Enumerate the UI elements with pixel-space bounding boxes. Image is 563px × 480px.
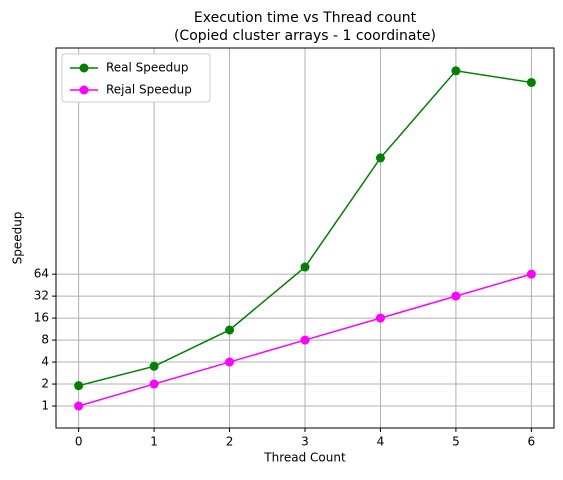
y-tick-label: 64: [34, 267, 49, 281]
marker: [225, 357, 235, 367]
x-tick-label: 1: [150, 435, 158, 449]
marker: [526, 77, 536, 87]
y-tick-label: 1: [41, 399, 49, 413]
marker: [149, 361, 159, 371]
marker: [74, 381, 84, 391]
marker: [451, 66, 461, 76]
marker: [375, 153, 385, 163]
x-axis-label: Thread Count: [263, 451, 346, 465]
marker: [300, 262, 310, 272]
x-tick-label: 6: [528, 435, 536, 449]
legend-label: Rejal Speedup: [106, 83, 192, 97]
x-tick-label: 4: [377, 435, 385, 449]
legend-marker: [79, 85, 89, 95]
x-tick-label: 2: [226, 435, 234, 449]
marker: [451, 291, 461, 301]
y-tick-label: 16: [34, 311, 49, 325]
chart-title: Execution time vs Thread count (Copied cl…: [174, 10, 436, 44]
legend-box: [61, 53, 211, 103]
legend-marker: [79, 63, 89, 73]
y-tick-label: 32: [34, 289, 49, 303]
y-tick-label: 4: [41, 355, 49, 369]
marker: [375, 313, 385, 323]
x-tick-label: 5: [452, 435, 460, 449]
x-tick-label: 3: [301, 435, 309, 449]
x-tick-label: 0: [75, 435, 83, 449]
y-axis-label: Speedup: [11, 212, 25, 265]
marker: [74, 401, 84, 411]
y-tick-label: 2: [41, 377, 49, 391]
marker: [526, 269, 536, 279]
marker: [149, 379, 159, 389]
y-tick-label: 8: [41, 333, 49, 347]
legend-label: Real Speedup: [106, 61, 189, 75]
marker: [225, 325, 235, 335]
plot-frame: [55, 47, 555, 429]
marker: [300, 335, 310, 345]
